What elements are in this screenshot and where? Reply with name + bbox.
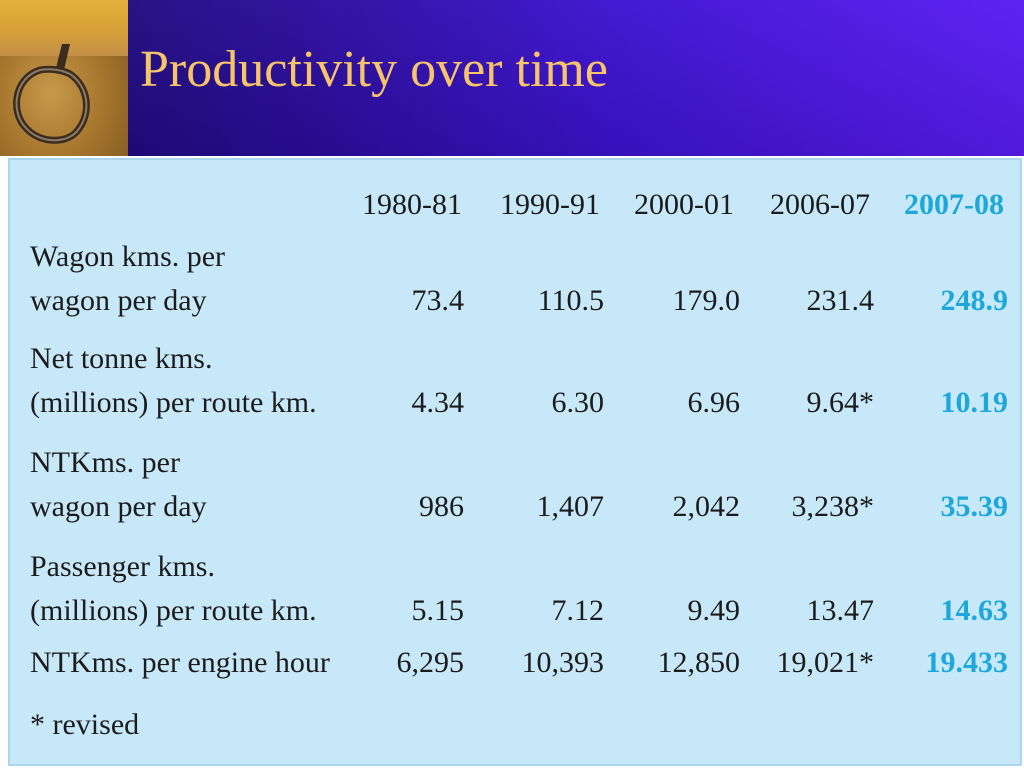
header-gradient-overlay (128, 0, 1024, 156)
table-cell: 986 (419, 490, 464, 523)
table-cell-highlight: 35.39 (940, 490, 1009, 523)
table-cell: 6,295 (396, 646, 465, 679)
table-cell: 6.30 (551, 386, 605, 419)
table-cell: 73.4 (411, 284, 465, 317)
table-cell: 10,393 (521, 646, 605, 679)
table-cell-highlight: 10.19 (940, 386, 1009, 419)
table-cell: 5.15 (411, 594, 465, 627)
row-label-ntkms-wagon-line2: wagon per day (30, 490, 207, 523)
table-cell: 179.0 (672, 284, 741, 317)
slide-title: Productivity over time (140, 41, 608, 98)
row-label-passenger-line1: Passenger kms. (30, 550, 215, 583)
slide-header (0, 0, 1024, 156)
row-label-net-tonne-line2: (millions) per route km. (30, 386, 317, 419)
row-label-wagon-kms-line2: wagon per day (30, 284, 207, 317)
table-cell-highlight: 19.433 (925, 646, 1009, 679)
table-cell-highlight: 248.9 (940, 284, 1009, 317)
table-cell-highlight: 14.63 (940, 594, 1009, 627)
table-cell: 110.5 (537, 284, 604, 317)
table-cell: 4.34 (411, 386, 465, 419)
column-header-2000-01: 2000-01 (634, 188, 734, 221)
row-label-wagon-kms-line1: Wagon kms. per (30, 240, 226, 273)
row-label-passenger-line2: (millions) per route km. (30, 594, 317, 627)
table-cell: 2,042 (672, 490, 741, 523)
row-label-ntkms-wagon-line1: NTKms. per (30, 446, 180, 479)
table-cell: 12,850 (657, 646, 741, 679)
productivity-table: 1980-81 1990-91 2000-01 2006-07 2007-08 … (8, 158, 1022, 766)
table-cell: 1,407 (536, 490, 605, 523)
column-header-2006-07: 2006-07 (770, 188, 870, 221)
table-cell: 9.64* (806, 386, 875, 419)
table-cell: 9.49 (687, 594, 741, 627)
table-cell: 13.47 (806, 594, 875, 627)
table-cell: 7.12 (551, 594, 605, 627)
column-header-1980-81: 1980-81 (362, 188, 462, 221)
row-label-net-tonne-line1: Net tonne kms. (30, 342, 213, 375)
row-label-ntkms-engine: NTKms. per engine hour (30, 646, 330, 679)
table-footnote: * revised (30, 708, 140, 741)
table-cell: 231.4 (806, 284, 875, 317)
column-header-1990-91: 1990-91 (500, 188, 600, 221)
table-cell: 3,238* (791, 490, 875, 523)
table-cell: 19,021* (776, 646, 875, 679)
table-cell: 6.96 (687, 386, 741, 419)
column-header-2007-08: 2007-08 (904, 188, 1004, 221)
corner-image (0, 0, 128, 156)
rope-loop-icon (13, 44, 90, 144)
